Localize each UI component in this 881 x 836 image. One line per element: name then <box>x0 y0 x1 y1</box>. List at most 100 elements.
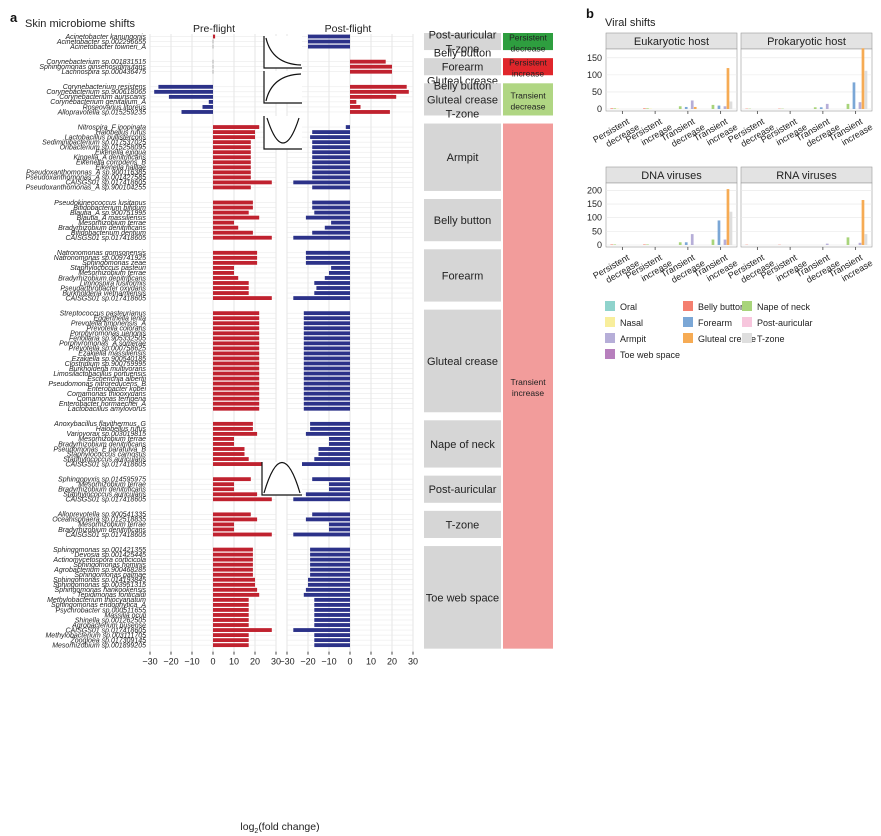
legend-swatch <box>683 301 693 311</box>
post-flight-bar <box>318 447 350 451</box>
post-flight-bar <box>293 628 350 632</box>
species-label: Pseudoxanthomonas_A sp.900104255 <box>26 185 146 192</box>
species-label: Escherichia albertii <box>87 376 146 383</box>
site-label: Forearm <box>442 62 484 74</box>
post-flight-bar <box>312 140 350 145</box>
species-label: Methylobacterium thiocyanatum <box>47 597 146 604</box>
species-label: Sphingomonas palmae <box>74 572 146 579</box>
panel-b-title: Viral shifts <box>605 17 656 29</box>
post-flight-bar <box>303 341 350 346</box>
species-label: Enterobacter hormaechei_A <box>59 401 146 408</box>
x-axis-title-log: log <box>240 821 254 833</box>
pre-flight-bar <box>158 84 213 89</box>
post-flight-bar <box>314 597 350 602</box>
viral-bar <box>684 106 688 109</box>
pre-flight-bar <box>213 271 234 275</box>
facet-title: DNA viruses <box>641 170 702 182</box>
viral-bar <box>690 234 694 245</box>
species-label: Prevotella timonensis_A <box>71 321 146 328</box>
x-tick-label-pre: 20 <box>250 657 260 667</box>
pattern-block <box>503 58 553 76</box>
pre-flight-bar <box>213 517 258 522</box>
pre-flight-bar <box>213 386 260 391</box>
pre-flight-bar <box>154 89 213 94</box>
post-flight-bar <box>329 482 350 487</box>
pre-flight-bar <box>213 557 253 562</box>
site-label: Belly button <box>434 215 491 227</box>
post-flight-bar <box>314 638 350 643</box>
pre-flight-bar <box>213 532 272 537</box>
post-flight-bar <box>303 311 350 316</box>
post-flight-bar <box>314 291 350 295</box>
pre-flight-bar <box>213 452 245 456</box>
post-flight-bar <box>303 376 350 381</box>
post-flight-bar <box>350 59 386 64</box>
pre-flight-bar <box>213 346 260 351</box>
site-label: Post-auricular <box>429 30 497 42</box>
pre-flight-bar <box>213 487 234 492</box>
species-label: Acinetobacter kanungonis <box>64 34 146 41</box>
legend-label: Belly button <box>698 302 745 312</box>
pre-flight-bar <box>213 638 249 643</box>
species-label: Sphingomonas sp.014193845 <box>53 577 146 584</box>
species-label: Eikenella halliae <box>95 165 146 172</box>
species-label: Acinetobacter sp.002296655 <box>56 39 146 46</box>
site-block <box>424 510 501 538</box>
pre-flight-bar <box>202 105 213 109</box>
post-flight-bar <box>310 426 350 431</box>
post-flight-bar <box>312 170 350 175</box>
pre-flight-bar <box>213 265 234 270</box>
viral-bar <box>726 189 730 245</box>
post-flight-bar <box>312 145 350 150</box>
post-flight-bar <box>293 296 350 300</box>
facet-x-label: Transientincrease <box>827 249 874 288</box>
post-flight-bar <box>310 562 350 567</box>
pre-flight-bar <box>213 597 249 602</box>
post-flight-bar <box>303 366 350 371</box>
pre-flight-bar <box>213 316 260 321</box>
post-flight-bar <box>314 618 350 622</box>
pre-flight-bar <box>168 94 213 99</box>
species-label: Pseudokineococcus lusitanus <box>54 200 146 207</box>
pre-flight-bar <box>213 457 249 461</box>
pre-flight-bar <box>212 64 214 69</box>
pattern-label: Persistent <box>509 33 547 43</box>
pre-flight-bar <box>213 135 255 140</box>
post-flight-bar <box>305 492 350 497</box>
post-flight-bar <box>293 532 350 537</box>
pre-flight-bar <box>213 381 260 386</box>
post-flight-bar <box>305 255 350 260</box>
post-flight-bar <box>324 225 350 230</box>
x-tick-label-post: −20 <box>300 657 315 667</box>
viral-bar <box>852 82 856 109</box>
x-tick-label-post: 0 <box>347 657 352 667</box>
pattern-label: Persistent <box>509 58 547 68</box>
pre-flight-bar <box>213 276 239 280</box>
panel-b-letter: b <box>586 6 594 21</box>
pre-flight-bar <box>213 401 260 406</box>
post-flight-bar <box>314 281 350 285</box>
species-label: Roseovarius litoreus <box>83 104 147 111</box>
pre-flight-bar <box>213 140 251 145</box>
viral-bar <box>723 239 727 245</box>
species-label: Oceanisphaera sp.012518835 <box>52 517 146 524</box>
pre-flight-bar <box>213 592 260 597</box>
species-label: Corynebacterium auriscanis <box>59 94 146 101</box>
x-tick-label-post: −30 <box>279 657 294 667</box>
post-flight-bar <box>331 220 350 225</box>
species-label: Porphyromonas_A somerae <box>59 341 146 348</box>
species-label: CAISGS01 sp.017418605 <box>65 532 146 539</box>
bar-layer <box>154 34 409 648</box>
species-label: Clostridium sp.900759995 <box>65 361 146 368</box>
trend-inset-transient-increase-axes <box>261 462 302 496</box>
viral-bar <box>723 106 727 109</box>
pre-flight-bar <box>213 527 234 532</box>
legend-label: Nape of neck <box>757 302 811 312</box>
post-flight-bar <box>314 608 350 612</box>
species-label: Halobellus rufus <box>96 129 147 136</box>
species-label: Shinella sp.001262505 <box>75 617 146 624</box>
species-label: CAISGS01 sp.017418605 <box>65 497 146 504</box>
facet-title: Prokaryotic host <box>767 36 846 48</box>
pre-flight-bar <box>213 351 260 356</box>
x-axis-title-sub: 2 <box>254 828 258 835</box>
